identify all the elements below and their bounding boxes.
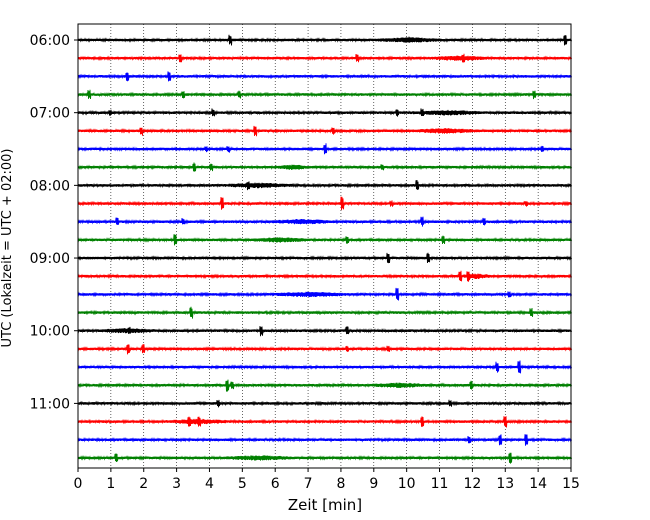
- trace-0715: [77, 125, 572, 137]
- trace-0830: [77, 216, 572, 227]
- x-tick-label: 7: [304, 476, 313, 492]
- trace-1130: [77, 434, 572, 446]
- y-tick-label: 07:00: [30, 106, 70, 122]
- x-tick-label: 1: [106, 476, 115, 492]
- y-tick-label: 09:00: [30, 251, 70, 267]
- trace-1015: [77, 344, 572, 355]
- trace-1115: [77, 416, 572, 428]
- traces: [77, 34, 572, 464]
- x-tick-label: 10: [398, 476, 416, 492]
- x-tick-label: 3: [172, 476, 181, 492]
- y-tick-label: 11:00: [30, 396, 70, 412]
- y-tick-label: 10:00: [30, 324, 70, 340]
- x-tick-label: 4: [205, 476, 214, 492]
- trace-0630: [77, 71, 572, 82]
- trace-1030: [77, 360, 572, 374]
- trace-0800: [77, 180, 572, 191]
- trace-0845: [77, 234, 572, 246]
- trace-0615: [77, 53, 572, 63]
- trace-0930: [77, 287, 572, 301]
- trace-0815: [77, 196, 572, 211]
- trace-0700: [77, 108, 572, 117]
- x-tick-label: 5: [238, 476, 247, 492]
- trace-0915: [77, 270, 572, 282]
- x-tick-label: 13: [496, 476, 514, 492]
- y-axis-ticks: 06:00 07:00 08:00 09:00 10:00 11:00: [30, 33, 78, 412]
- trace-1045: [77, 379, 572, 392]
- trace-0900: [77, 252, 572, 264]
- trace-0645: [77, 89, 572, 100]
- x-tick-label: 2: [139, 476, 148, 492]
- plot-frame: [77, 23, 572, 469]
- x-tick-label: 9: [369, 476, 378, 492]
- x-tick-label: 14: [529, 476, 547, 492]
- trace-1145: [77, 452, 572, 464]
- trace-1100: [77, 399, 572, 408]
- x-tick-label: 11: [431, 476, 449, 492]
- trace-0730: [77, 143, 572, 155]
- x-tick-label: 12: [463, 476, 481, 492]
- trace-0600: [77, 34, 572, 46]
- x-tick-label: 0: [74, 476, 83, 492]
- y-tick-label: 08:00: [30, 178, 70, 194]
- x-tick-label: 6: [271, 476, 280, 492]
- x-axis-label: Zeit [min]: [288, 496, 362, 514]
- trace-0745: [77, 162, 572, 172]
- x-tick-label: 15: [562, 476, 580, 492]
- trace-1000: [77, 325, 572, 337]
- trace-0945: [77, 306, 572, 319]
- grid-lines: [110, 24, 539, 468]
- x-axis-ticks: 0 1 2 3 4 5 6 7 8 9 10 11 12 13 14 15: [74, 468, 580, 492]
- y-tick-label: 06:00: [30, 33, 70, 49]
- x-tick-label: 8: [336, 476, 345, 492]
- y-axis-label: UTC (Lokalzeit = UTC + 02:00): [0, 149, 15, 348]
